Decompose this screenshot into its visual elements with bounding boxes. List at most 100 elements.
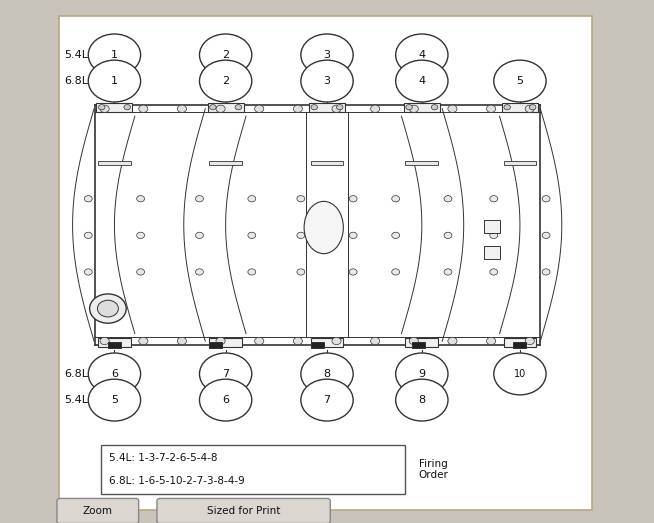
Bar xyxy=(209,161,242,165)
Circle shape xyxy=(297,232,305,238)
FancyBboxPatch shape xyxy=(59,16,592,510)
Circle shape xyxy=(336,105,343,110)
Bar xyxy=(405,338,438,347)
Circle shape xyxy=(100,337,109,345)
FancyBboxPatch shape xyxy=(101,445,405,494)
Text: Sized for Print: Sized for Print xyxy=(207,506,281,516)
Bar xyxy=(311,342,324,348)
Circle shape xyxy=(209,105,216,110)
Circle shape xyxy=(487,105,496,112)
Circle shape xyxy=(254,105,264,112)
Text: 3: 3 xyxy=(324,76,330,86)
Text: 5.4L: 5.4L xyxy=(64,395,88,405)
Circle shape xyxy=(196,269,203,275)
Text: 8: 8 xyxy=(324,369,330,379)
Text: 6.8L: 1-6-5-10-2-7-3-8-4-9: 6.8L: 1-6-5-10-2-7-3-8-4-9 xyxy=(109,476,245,486)
Circle shape xyxy=(490,196,498,202)
Circle shape xyxy=(448,105,457,112)
Circle shape xyxy=(525,105,534,112)
Circle shape xyxy=(235,105,242,110)
Circle shape xyxy=(88,34,141,76)
Text: 3: 3 xyxy=(324,50,330,60)
Circle shape xyxy=(216,337,225,345)
Circle shape xyxy=(448,337,457,345)
Circle shape xyxy=(349,269,357,275)
Circle shape xyxy=(494,60,546,102)
Text: 2: 2 xyxy=(222,50,229,60)
Bar xyxy=(502,103,538,112)
Circle shape xyxy=(199,379,252,421)
Circle shape xyxy=(248,269,256,275)
Circle shape xyxy=(84,232,92,238)
Circle shape xyxy=(137,269,145,275)
Bar xyxy=(207,103,243,112)
Circle shape xyxy=(542,196,550,202)
Circle shape xyxy=(124,105,130,110)
Circle shape xyxy=(90,294,126,323)
Circle shape xyxy=(444,232,452,238)
Circle shape xyxy=(371,105,380,112)
Circle shape xyxy=(530,105,536,110)
Bar xyxy=(97,103,132,112)
Bar xyxy=(405,161,438,165)
Circle shape xyxy=(490,269,498,275)
Circle shape xyxy=(293,337,302,345)
Circle shape xyxy=(349,196,357,202)
Bar xyxy=(504,161,536,165)
Text: 5.4L: 5.4L xyxy=(64,50,88,60)
Circle shape xyxy=(139,337,148,345)
Circle shape xyxy=(177,337,186,345)
Text: 7: 7 xyxy=(324,395,330,405)
FancyBboxPatch shape xyxy=(157,498,330,523)
Circle shape xyxy=(396,60,448,102)
Circle shape xyxy=(444,196,452,202)
Circle shape xyxy=(396,353,448,395)
Bar xyxy=(309,103,345,112)
Circle shape xyxy=(88,379,141,421)
Text: 8: 8 xyxy=(419,395,425,405)
Text: 5: 5 xyxy=(517,76,523,86)
Circle shape xyxy=(301,353,353,395)
Circle shape xyxy=(504,105,511,110)
Ellipse shape xyxy=(304,201,343,254)
Circle shape xyxy=(88,60,141,102)
Circle shape xyxy=(297,269,305,275)
Circle shape xyxy=(139,105,148,112)
Circle shape xyxy=(371,337,380,345)
Circle shape xyxy=(199,60,252,102)
Bar xyxy=(504,338,536,347)
Circle shape xyxy=(332,105,341,112)
Circle shape xyxy=(84,196,92,202)
Text: 7: 7 xyxy=(222,369,229,379)
Circle shape xyxy=(196,232,203,238)
Circle shape xyxy=(542,232,550,238)
Circle shape xyxy=(392,232,400,238)
Bar xyxy=(484,220,500,233)
Circle shape xyxy=(199,353,252,395)
FancyBboxPatch shape xyxy=(57,498,139,523)
Circle shape xyxy=(396,34,448,76)
Circle shape xyxy=(254,337,264,345)
Circle shape xyxy=(137,196,145,202)
Bar xyxy=(108,342,121,348)
Circle shape xyxy=(137,232,145,238)
Circle shape xyxy=(405,105,413,110)
Text: 5.4L: 1-3-7-2-6-5-4-8: 5.4L: 1-3-7-2-6-5-4-8 xyxy=(109,453,218,463)
Bar xyxy=(209,342,222,348)
Circle shape xyxy=(542,269,550,275)
Circle shape xyxy=(301,34,353,76)
Text: 6: 6 xyxy=(111,369,118,379)
Bar xyxy=(311,338,343,347)
Text: 6: 6 xyxy=(222,395,229,405)
Circle shape xyxy=(349,232,357,238)
Circle shape xyxy=(248,232,256,238)
Circle shape xyxy=(409,105,419,112)
Text: 5: 5 xyxy=(111,395,118,405)
Circle shape xyxy=(297,196,305,202)
Bar xyxy=(513,342,526,348)
Circle shape xyxy=(97,300,118,317)
Circle shape xyxy=(409,337,419,345)
Bar xyxy=(98,338,131,347)
Circle shape xyxy=(99,105,105,110)
Circle shape xyxy=(293,105,302,112)
